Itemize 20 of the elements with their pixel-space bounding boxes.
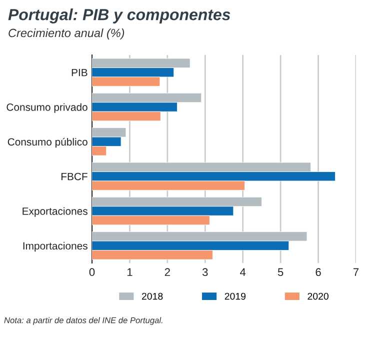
x-tick-label: 0 [89, 268, 95, 276]
chart-title: Portugal: PIB y componentes [8, 8, 230, 24]
x-tick-label: 1 [127, 268, 132, 276]
legend-label: 2019 [224, 292, 246, 300]
x-tick-label: 7 [353, 268, 359, 276]
y-tick-label: FBCF [61, 172, 88, 180]
y-tick-label: Importaciones [23, 242, 88, 252]
text: Nota: a partir de datos del INE de Portugal. [4, 317, 162, 325]
y-tick-label: Consumo privado [6, 103, 88, 113]
x-tick-label: 2 [164, 268, 170, 276]
x-tick-label: 5 [278, 268, 284, 276]
x-tick-label: 4 [240, 268, 246, 276]
legend-label: 2020 [308, 292, 328, 300]
chart-subtitle: Crecimiento anual (%) [8, 28, 124, 40]
y-tick-label: Exportaciones [22, 207, 88, 217]
x-tick-label: 6 [316, 268, 321, 276]
legend-label: 2018 [142, 292, 163, 300]
y-tick-label: Consumo público [8, 138, 88, 148]
y-tick-label: PIB [72, 68, 88, 76]
x-tick-label: 3 [202, 268, 208, 276]
